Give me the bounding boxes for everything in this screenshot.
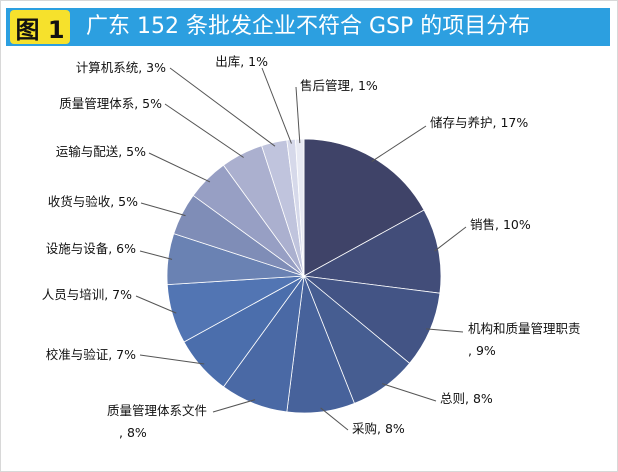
slice-label: 机构和质量管理职责, 9% [468, 321, 581, 358]
leader-line [426, 328, 464, 333]
slice-1 [302, 209, 442, 294]
slice-label: 售后管理, 1% [300, 78, 378, 93]
slice-label: 计算机系统, 3% [76, 60, 166, 75]
leader-line [164, 103, 244, 158]
slice-label: 质量管理体系文件, 8% [107, 403, 207, 440]
leader-line [140, 202, 186, 217]
chart-title: 广东 152 条批发企业不符合 GSP 的项目分布 [86, 14, 531, 39]
slice-label: 收货与验收, 5% [48, 194, 138, 209]
leader-line [320, 407, 349, 431]
leader-line [434, 226, 467, 252]
leader-line [382, 383, 437, 402]
leader-line [169, 67, 276, 147]
leader-line [261, 67, 292, 144]
leader-line [212, 399, 256, 413]
slice-label: 校准与验证, 7% [46, 347, 136, 362]
slice-0 [303, 138, 425, 277]
leader-lines [135, 67, 467, 431]
leader-line [139, 354, 205, 365]
leader-line [135, 295, 177, 314]
slice-label: 总则, 8% [440, 391, 493, 406]
slice-label: 出库, 1% [215, 54, 268, 69]
slice-label: 运输与配送, 5% [56, 144, 146, 159]
leader-line [295, 86, 301, 144]
leader-line [139, 250, 173, 260]
slice-label: 采购, 8% [352, 421, 405, 436]
slice-label: 设施与设备, 6% [46, 241, 136, 256]
slice-label: 人员与培训, 7% [42, 287, 132, 302]
slice-label: 储存与养护, 17% [430, 115, 528, 130]
figure-badge: 图 1 [10, 10, 70, 44]
leader-line [148, 152, 211, 183]
title-bar: 图 1 广东 152 条批发企业不符合 GSP 的项目分布 [6, 8, 610, 46]
slice-label: 质量管理体系, 5% [59, 96, 162, 111]
pie-slices [166, 138, 442, 414]
slice-label: 销售, 10% [470, 217, 531, 232]
slice-labels: 储存与养护, 17% 销售, 10% 机构和质量管理职责, 9% 总则, 8% 采购, … [42, 54, 581, 440]
leader-line [371, 125, 427, 162]
